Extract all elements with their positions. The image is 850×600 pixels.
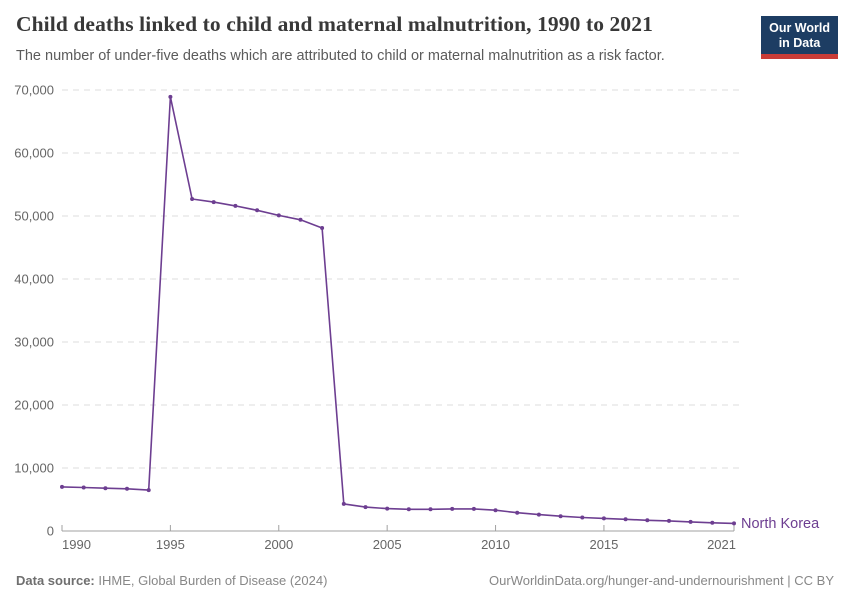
x-tick-label: 1995 xyxy=(156,537,185,552)
y-tick-label: 40,000 xyxy=(14,272,54,287)
data-point xyxy=(298,217,303,222)
data-point xyxy=(211,200,216,205)
chart-header: Child deaths linked to child and materna… xyxy=(16,12,838,66)
owid-url-link[interactable]: OurWorldinData.org/hunger-and-undernouri… xyxy=(489,573,784,588)
owid-logo-line2: in Data xyxy=(778,36,821,50)
y-tick-label: 60,000 xyxy=(14,146,54,161)
data-point xyxy=(233,203,238,208)
data-point xyxy=(623,517,628,522)
data-point xyxy=(471,506,476,511)
data-point xyxy=(255,208,260,213)
data-point xyxy=(667,518,671,523)
data-point xyxy=(732,521,736,526)
data-point xyxy=(190,197,195,201)
data-point xyxy=(450,506,455,511)
title-block: Child deaths linked to child and materna… xyxy=(16,12,665,66)
chart-footer: Data source: IHME, Global Burden of Dise… xyxy=(16,573,834,588)
data-point xyxy=(341,501,346,506)
data-point xyxy=(385,506,390,511)
y-tick-label: 50,000 xyxy=(14,209,54,224)
chart-title: Child deaths linked to child and materna… xyxy=(16,12,653,36)
x-tick-label: 2000 xyxy=(264,537,293,552)
x-tick-label: 2010 xyxy=(481,537,510,552)
footer-right: OurWorldinData.org/hunger-and-undernouri… xyxy=(489,573,834,588)
y-tick-label: 0 xyxy=(47,524,54,539)
data-point xyxy=(580,515,585,520)
license-label: CC BY xyxy=(794,573,834,588)
data-point xyxy=(688,519,693,524)
data-point xyxy=(558,514,563,519)
data-source-value: IHME, Global Burden of Disease (2024) xyxy=(98,573,328,588)
y-tick-label: 70,000 xyxy=(14,83,54,98)
data-point xyxy=(146,488,151,493)
x-axis: 1990 1995 2000 2005 2010 2015 2021 xyxy=(61,525,736,552)
data-source-label: Data source: xyxy=(16,573,95,588)
data-point xyxy=(168,94,173,99)
data-point xyxy=(493,508,498,513)
data-point xyxy=(515,510,520,515)
owid-logo-line1: Our World xyxy=(769,21,830,35)
owid-logo[interactable]: Our World in Data xyxy=(761,16,838,59)
footer-divider: | xyxy=(787,573,791,588)
data-source: Data source: IHME, Global Burden of Dise… xyxy=(16,573,327,588)
data-point xyxy=(406,507,411,512)
data-point xyxy=(601,516,606,521)
data-point xyxy=(710,520,715,525)
y-tick-label: 20,000 xyxy=(14,398,54,413)
data-point xyxy=(81,485,86,490)
trend-line xyxy=(61,96,735,525)
x-tick-label: 1990 xyxy=(62,537,91,552)
y-tick-label: 10,000 xyxy=(14,461,54,476)
data-point xyxy=(363,505,368,510)
data-point xyxy=(536,512,541,517)
data-point xyxy=(60,484,64,489)
data-point xyxy=(276,213,281,218)
chart-subtitle: The number of under-five deaths which ar… xyxy=(16,47,665,64)
data-point xyxy=(645,518,650,523)
data-series xyxy=(60,94,736,526)
x-tick-label: 2005 xyxy=(373,537,402,552)
entity-label-north-korea[interactable]: North Korea xyxy=(741,516,820,532)
y-axis-labels: 0 10,000 20,000 30,000 40,000 50,000 60,000 70,… xyxy=(14,83,54,539)
y-tick-label: 30,000 xyxy=(14,335,54,350)
gridlines xyxy=(62,89,740,469)
x-tick-label: 2021 xyxy=(707,537,736,552)
data-point xyxy=(103,486,108,491)
data-point xyxy=(428,507,433,512)
x-tick-label: 2015 xyxy=(589,537,618,552)
data-point xyxy=(125,486,129,491)
data-point xyxy=(320,226,325,230)
